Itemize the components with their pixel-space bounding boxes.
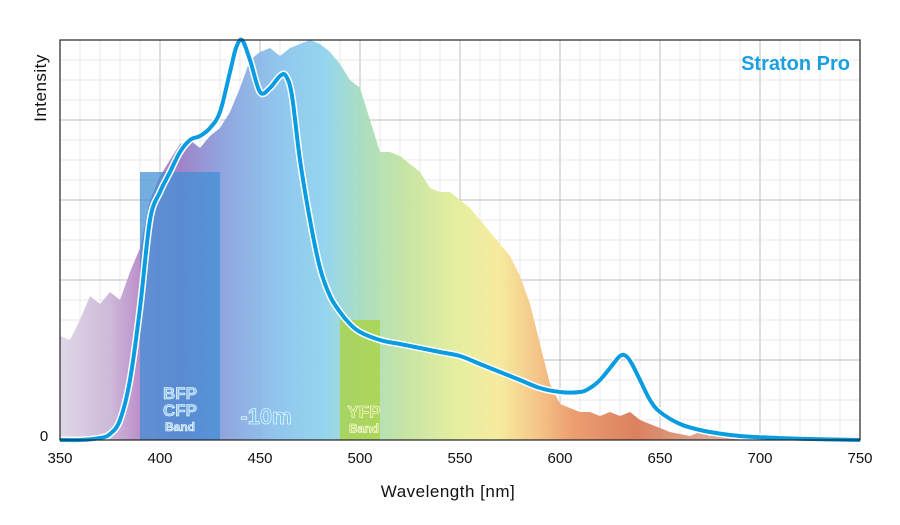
band-label: CFP <box>163 401 197 420</box>
annotation-label: -10m <box>240 404 291 429</box>
x-tick-label: 600 <box>547 450 572 467</box>
band-label: YFP <box>347 403 380 422</box>
series-line <box>59 37 861 443</box>
x-tick-label: 750 <box>847 450 872 467</box>
y-zero-label: 0 <box>40 428 48 445</box>
x-tick-label: 700 <box>747 450 772 467</box>
x-axis-title: Wavelength [nm] <box>381 482 515 501</box>
x-tick-label: 550 <box>447 450 472 467</box>
x-tick-label: 500 <box>347 450 372 467</box>
x-tick-label: 350 <box>47 450 72 467</box>
brand-label: Straton Pro <box>741 53 850 75</box>
band-label: Band <box>165 420 195 434</box>
band-label: Band <box>349 422 379 436</box>
x-axis-ticks: 350 400 450 500 550 600 650 700 750 <box>47 450 872 467</box>
x-tick-label: 450 <box>247 450 272 467</box>
band-label: BFP <box>163 384 197 403</box>
spectrum-area <box>60 40 860 440</box>
x-tick-label: 650 <box>647 450 672 467</box>
y-axis-title: Intensity <box>31 54 50 122</box>
series-lines <box>59 36 861 444</box>
background-spectrum <box>60 40 860 440</box>
x-tick-label: 400 <box>147 450 172 467</box>
plot-frame <box>59 39 861 441</box>
